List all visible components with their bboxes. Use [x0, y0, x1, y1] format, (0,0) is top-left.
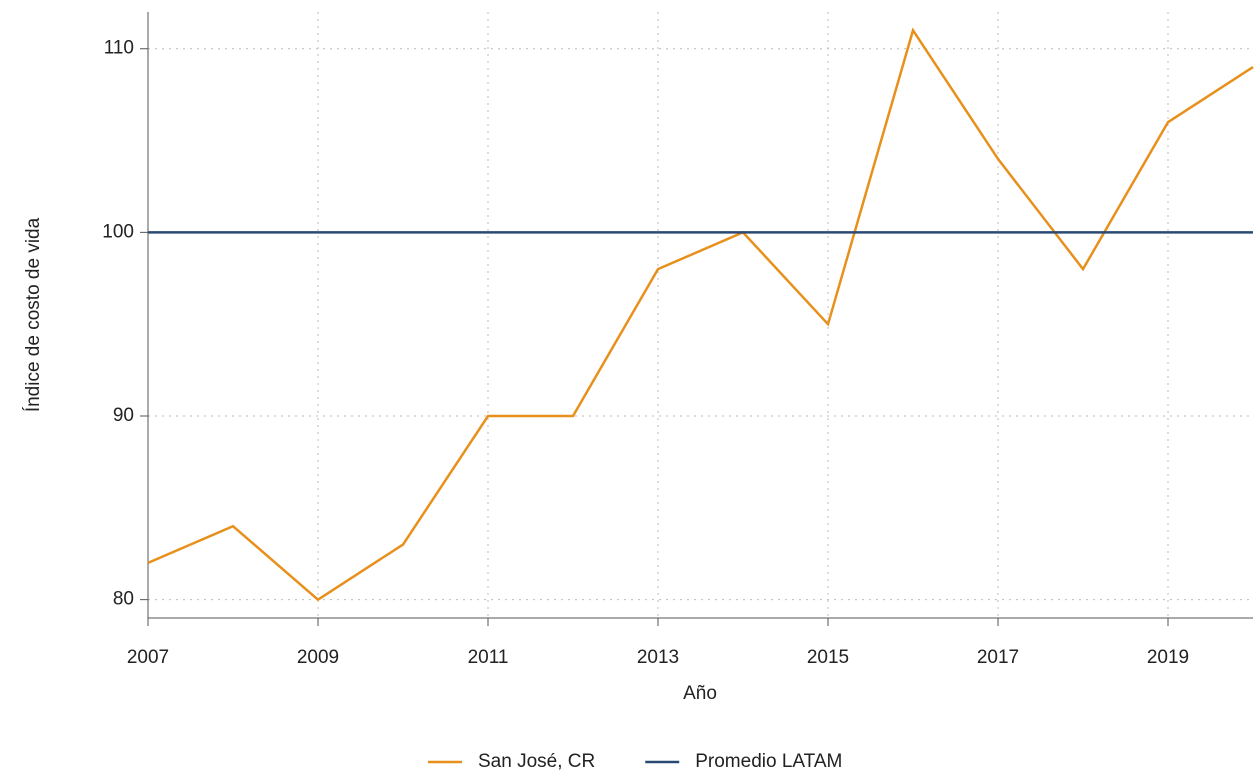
x-tick-label: 2011 — [468, 647, 509, 668]
legend-label: San José, CR — [478, 751, 595, 772]
y-tick-label: 100 — [102, 221, 134, 242]
y-axis-label: Índice de costo de vida — [23, 217, 44, 412]
y-tick-label: 90 — [113, 405, 134, 426]
series-line — [147, 27, 1254, 602]
y-tick-label: 110 — [104, 38, 134, 59]
x-tick-label: 2019 — [1147, 647, 1189, 668]
legend-label: Promedio LATAM — [695, 751, 842, 772]
x-axis-label: Año — [683, 683, 717, 704]
x-tick-label: 2007 — [127, 647, 169, 668]
x-tick-label: 2015 — [807, 647, 849, 668]
x-tick-label: 2013 — [637, 647, 679, 668]
y-tick-label: 80 — [113, 589, 134, 610]
x-tick-label: 2009 — [297, 647, 339, 668]
x-tick-label: 2017 — [977, 647, 1019, 668]
